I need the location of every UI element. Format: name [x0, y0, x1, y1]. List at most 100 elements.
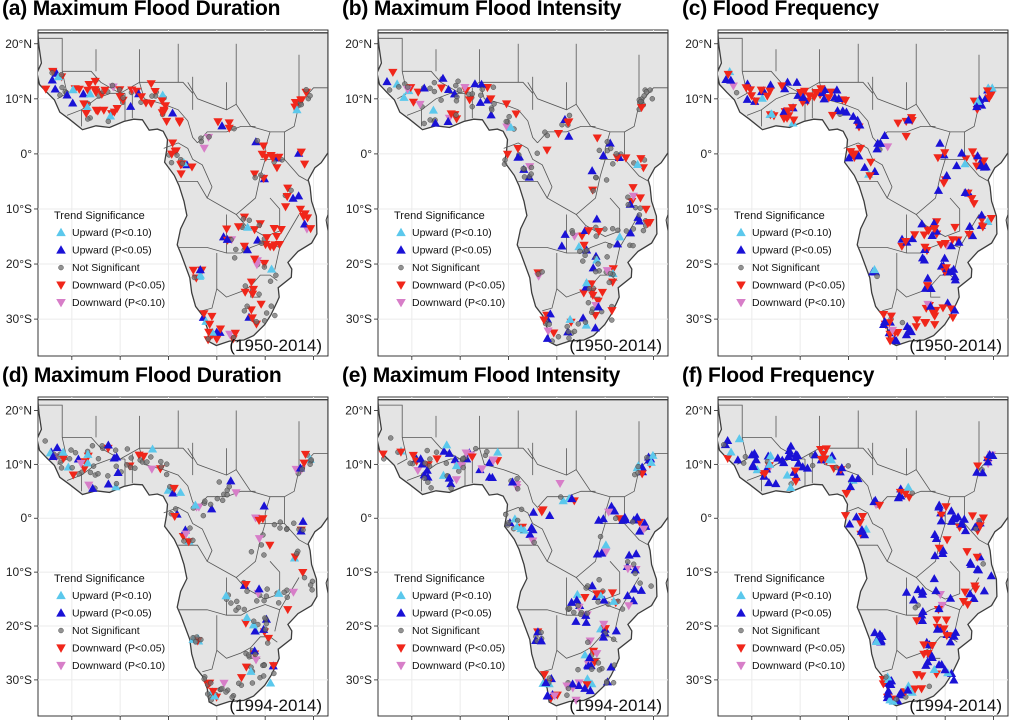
country-border — [178, 544, 208, 562]
downward-p010-marker — [571, 696, 581, 705]
not-significant-marker — [223, 689, 229, 695]
not-significant-marker — [638, 98, 644, 105]
lat-tick-label: 0° — [701, 511, 713, 525]
not-significant-marker — [201, 676, 207, 682]
not-significant-marker — [300, 527, 306, 533]
country-border — [178, 181, 208, 199]
not-significant-marker — [590, 188, 596, 194]
legend-marker — [398, 627, 404, 634]
upward-p005-marker — [957, 148, 967, 157]
country-border — [624, 159, 649, 182]
not-significant-marker — [596, 147, 602, 154]
upward-p005-marker — [733, 455, 743, 464]
upward-p005-marker — [783, 451, 793, 460]
downward-p005-marker — [299, 459, 309, 468]
country-border — [66, 474, 82, 492]
upward-p005-marker — [832, 85, 842, 94]
downward-p005-marker — [83, 86, 93, 95]
downward-p005-marker — [970, 585, 981, 594]
upward-p005-marker — [798, 92, 808, 101]
not-significant-marker — [615, 227, 621, 233]
downward-p005-marker — [90, 77, 100, 86]
not-significant-marker — [428, 485, 434, 491]
downward-p005-marker — [396, 448, 406, 457]
downward-p005-marker — [612, 154, 622, 163]
upward-p005-marker — [793, 458, 804, 467]
not-significant-marker — [593, 268, 599, 275]
not-significant-marker — [456, 468, 462, 474]
upward-p010-marker — [265, 678, 276, 687]
downward-p005-marker — [280, 203, 291, 212]
upward-p005-marker — [875, 629, 885, 638]
not-significant-marker — [453, 112, 459, 118]
upward-p005-marker — [932, 624, 942, 633]
upward-p010-marker — [572, 589, 582, 598]
not-significant-marker — [58, 465, 65, 471]
country-border — [139, 82, 198, 144]
not-significant-marker — [235, 604, 242, 611]
upward-p005-marker — [934, 502, 944, 511]
downward-p005-marker — [282, 193, 292, 202]
upward-p005-marker — [965, 589, 975, 598]
legend-title: Trend Significance — [54, 573, 145, 585]
downward-p005-marker — [787, 104, 798, 113]
upward-p010-marker — [633, 159, 643, 168]
upward-p005-marker — [949, 675, 959, 684]
downward-p010-marker — [451, 476, 462, 485]
legend-marker — [736, 661, 746, 671]
downward-p005-marker — [241, 619, 251, 628]
upward-p010-marker — [595, 590, 605, 599]
downward-p005-marker — [408, 451, 418, 460]
downward-p005-marker — [934, 544, 944, 553]
upward-p005-marker — [78, 89, 88, 98]
not-significant-marker — [427, 456, 433, 462]
legend-label: Upward (P<0.10) — [752, 227, 832, 239]
not-significant-marker — [631, 561, 637, 567]
not-significant-marker — [604, 139, 610, 145]
not-significant-marker — [252, 174, 258, 181]
downward-p005-marker — [241, 581, 251, 590]
not-significant-marker — [473, 445, 479, 452]
upward-p010-marker — [601, 540, 611, 549]
legend-marker — [736, 227, 746, 237]
upward-p005-marker — [628, 596, 639, 605]
not-significant-marker — [254, 598, 260, 604]
downward-p005-marker — [268, 662, 279, 671]
upward-p010-marker — [175, 487, 186, 496]
not-significant-marker — [172, 506, 179, 512]
legend-marker — [736, 281, 746, 290]
upward-p010-marker — [580, 650, 590, 659]
country-border — [858, 544, 888, 562]
country-border — [397, 437, 408, 465]
not-significant-marker — [460, 455, 466, 462]
upward-p005-marker — [925, 301, 936, 310]
not-significant-marker — [275, 600, 282, 606]
upward-p010-marker — [58, 447, 68, 456]
not-significant-marker — [453, 98, 460, 104]
not-significant-marker — [602, 226, 608, 232]
downward-p005-marker — [920, 243, 930, 252]
upward-p010-marker — [221, 591, 231, 600]
upward-p005-marker — [259, 501, 269, 510]
country-border — [964, 453, 1008, 498]
upward-p010-marker — [242, 612, 252, 622]
not-significant-marker — [514, 476, 520, 482]
downward-p005-marker — [936, 511, 947, 520]
downward-p005-marker — [250, 226, 260, 235]
upward-p005-marker — [908, 595, 919, 604]
upward-p005-marker — [875, 138, 886, 147]
downward-p005-marker — [432, 455, 442, 464]
legend-marker — [56, 245, 66, 254]
lat-tick-label: 0° — [701, 147, 713, 161]
upward-p010-marker — [158, 90, 168, 99]
downward-p005-marker — [213, 118, 223, 127]
downward-p005-marker — [967, 512, 978, 521]
downward-p005-marker — [789, 116, 799, 125]
upward-p005-marker — [950, 305, 960, 314]
upward-p005-marker — [784, 445, 794, 454]
not-significant-marker — [307, 461, 313, 467]
downward-p005-marker — [502, 150, 513, 159]
not-significant-marker — [643, 89, 650, 95]
country-border — [737, 71, 748, 100]
downward-p005-marker — [636, 104, 647, 113]
